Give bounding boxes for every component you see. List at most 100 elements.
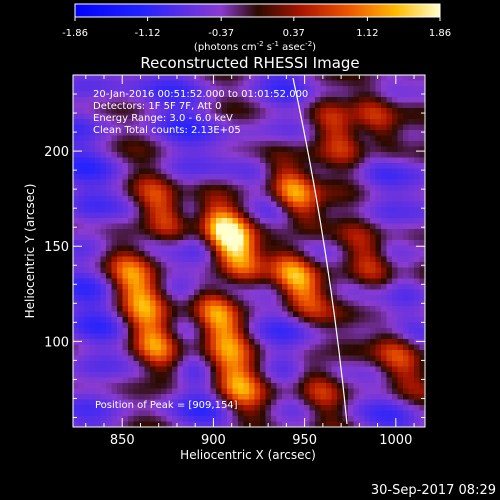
heatmap-cell bbox=[155, 355, 162, 362]
heatmap-cell bbox=[199, 240, 206, 246]
heatmap-cell bbox=[172, 278, 178, 285]
heatmap-cell bbox=[419, 377, 425, 384]
heatmap-cell bbox=[232, 212, 239, 219]
heatmap-cell bbox=[205, 251, 211, 257]
heatmap-cell bbox=[348, 130, 354, 136]
heatmap-cell bbox=[348, 317, 354, 323]
heatmap-cell bbox=[128, 124, 134, 131]
heatmap-cell bbox=[89, 372, 96, 378]
heatmap-cell bbox=[342, 322, 349, 329]
heatmap-cell bbox=[84, 168, 90, 175]
heatmap-cell bbox=[282, 416, 288, 422]
heatmap-cell bbox=[282, 267, 288, 274]
heatmap-cell bbox=[309, 146, 316, 153]
heatmap-cell bbox=[287, 289, 294, 296]
heatmap-cell bbox=[117, 234, 123, 241]
heatmap-cell bbox=[89, 163, 96, 169]
heatmap-cell bbox=[73, 328, 79, 334]
heatmap-cell bbox=[111, 273, 118, 279]
heatmap-cell bbox=[155, 179, 162, 186]
heatmap-cell bbox=[84, 328, 90, 334]
heatmap-cell bbox=[227, 262, 233, 268]
heatmap-cell bbox=[348, 218, 354, 224]
heatmap-cell bbox=[133, 141, 140, 147]
heatmap-cell bbox=[73, 355, 79, 362]
heatmap-cell bbox=[331, 185, 338, 191]
heatmap-cell bbox=[177, 355, 184, 362]
heatmap-cell bbox=[359, 339, 365, 345]
heatmap-cell bbox=[227, 102, 233, 109]
heatmap-cell bbox=[359, 421, 365, 427]
heatmap-cell bbox=[260, 366, 266, 373]
heatmap-cell bbox=[84, 223, 90, 230]
heatmap-cell bbox=[221, 311, 228, 318]
heatmap-cell bbox=[392, 383, 398, 389]
heatmap-cell bbox=[414, 273, 420, 279]
heatmap-cell bbox=[139, 218, 145, 224]
heatmap-cell bbox=[293, 223, 299, 230]
heatmap-cell bbox=[106, 102, 112, 109]
heatmap-cell bbox=[403, 113, 409, 120]
heatmap-cell bbox=[320, 130, 327, 136]
heatmap-cell bbox=[326, 223, 332, 230]
heatmap-cell bbox=[243, 190, 250, 197]
heatmap-cell bbox=[139, 300, 145, 307]
heatmap-cell bbox=[139, 157, 145, 164]
heatmap-cell bbox=[331, 350, 338, 356]
heatmap-cell bbox=[106, 306, 112, 312]
heatmap-cell bbox=[403, 86, 409, 92]
heatmap-cell bbox=[265, 174, 272, 180]
heatmap-cell bbox=[238, 245, 244, 252]
heatmap-cell bbox=[271, 174, 277, 180]
heatmap-cell bbox=[150, 355, 156, 362]
heatmap-cell bbox=[293, 322, 299, 329]
heatmap-cell bbox=[337, 157, 343, 164]
heatmap-cell bbox=[172, 405, 178, 411]
heatmap-cell bbox=[304, 223, 310, 230]
heatmap-cell bbox=[403, 163, 409, 169]
heatmap-cell bbox=[166, 355, 173, 362]
heatmap-cell bbox=[139, 113, 145, 120]
heatmap-cell bbox=[155, 273, 162, 279]
heatmap-cell bbox=[111, 196, 118, 202]
heatmap-cell bbox=[243, 245, 250, 252]
heatmap-cell bbox=[414, 251, 420, 257]
heatmap-cell bbox=[309, 97, 316, 103]
heatmap-cell bbox=[309, 262, 316, 268]
heatmap-cell bbox=[221, 135, 228, 142]
heatmap-cell bbox=[282, 388, 288, 395]
heatmap-cell bbox=[95, 135, 101, 142]
heatmap-cell bbox=[84, 130, 90, 136]
heatmap-cell bbox=[298, 91, 305, 98]
heatmap-cell bbox=[238, 196, 244, 202]
heatmap-cell bbox=[199, 80, 206, 87]
heatmap-cell bbox=[232, 328, 239, 334]
heatmap-cell bbox=[370, 262, 376, 268]
heatmap-cell bbox=[320, 157, 327, 164]
heatmap-cell bbox=[419, 196, 425, 202]
heatmap-cell bbox=[243, 168, 250, 175]
heatmap-cell bbox=[73, 201, 79, 208]
heatmap-cell bbox=[216, 295, 222, 301]
heatmap-cell bbox=[249, 179, 255, 186]
heatmap-cell bbox=[364, 273, 371, 279]
heatmap-cell bbox=[78, 185, 85, 191]
heatmap-cell bbox=[304, 97, 310, 103]
heatmap-cell bbox=[364, 179, 371, 186]
heatmap-cell bbox=[287, 361, 294, 367]
heatmap-cell bbox=[260, 113, 266, 120]
heatmap-cell bbox=[271, 383, 277, 389]
heatmap-cell bbox=[84, 141, 90, 147]
heatmap-cell bbox=[194, 135, 200, 142]
heatmap-cell bbox=[111, 240, 118, 246]
heatmap-cell bbox=[205, 207, 211, 213]
heatmap-cell bbox=[254, 86, 261, 92]
heatmap-cell bbox=[172, 201, 178, 208]
heatmap-cell bbox=[73, 273, 79, 279]
heatmap-cell bbox=[359, 355, 365, 362]
heatmap-cell bbox=[238, 295, 244, 301]
heatmap-cell bbox=[150, 273, 156, 279]
heatmap-cell bbox=[375, 306, 382, 312]
heatmap-cell bbox=[414, 130, 420, 136]
heatmap-cell bbox=[183, 317, 189, 323]
